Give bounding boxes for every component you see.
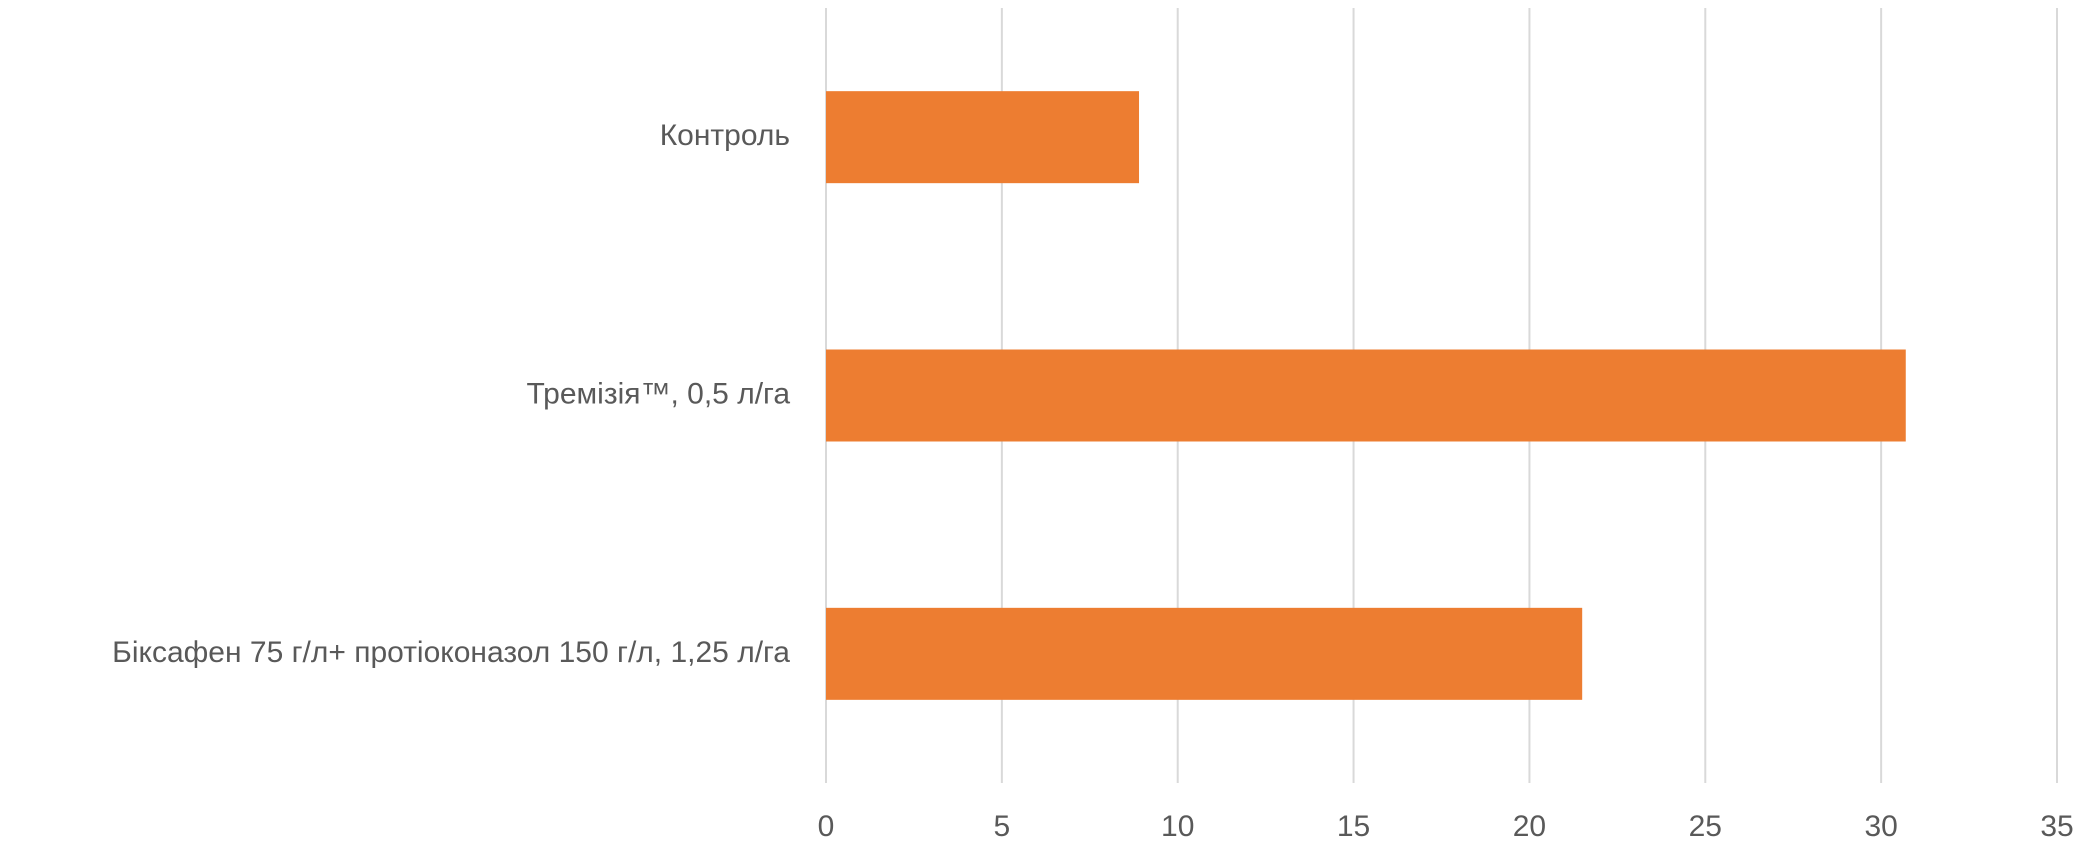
category-label: Біксафен 75 г/л+ протіоконазол 150 г/л, … [112, 636, 790, 669]
bar [826, 607, 1583, 700]
category-label: Контроль [660, 119, 790, 152]
x-tick-label: 20 [1513, 810, 1546, 843]
bar [826, 91, 1140, 184]
bar [826, 349, 1906, 442]
bars [826, 91, 1906, 700]
category-label: Тремізія™, 0,5 л/га [527, 377, 791, 410]
x-tick-label: 5 [994, 810, 1011, 843]
x-axis-tick-labels: 0 5 10 15 20 25 30 35 [818, 810, 2074, 843]
x-tick-label: 35 [2040, 810, 2073, 843]
x-tick-label: 0 [818, 810, 835, 843]
x-tick-label: 15 [1337, 810, 1370, 843]
x-tick-label: 25 [1689, 810, 1722, 843]
x-tick-label: 10 [1161, 810, 1194, 843]
x-tick-label: 30 [1864, 810, 1897, 843]
category-labels: Контроль Тремізія™, 0,5 л/га Біксафен 75 г… [112, 119, 790, 669]
